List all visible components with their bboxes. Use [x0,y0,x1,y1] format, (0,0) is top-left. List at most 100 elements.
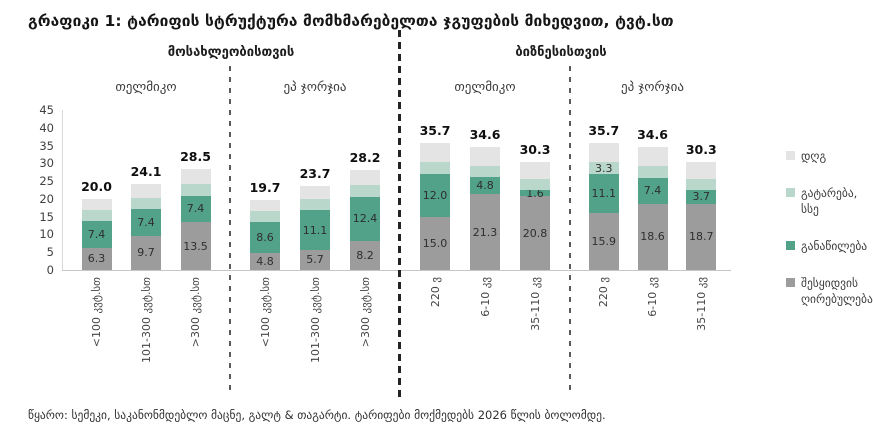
legend-item: განაწილება [786,238,873,254]
bar-segment-label: 18.6 [640,230,665,244]
bar-segment: 6.3 [81,247,112,270]
x-labels-ep-georgia-households: <100 კვტ.სთ 101-300 კვტ.სთ >300 კვტ.სთ [230,277,400,367]
x-category-label: 35-110 კვ [528,277,542,331]
y-tick-label: 30 [39,156,54,171]
bar-segment [686,162,717,179]
bar-segment-label: 5.7 [306,253,324,267]
y-tick-label: 0 [46,263,54,277]
bar-segment: 15.0 [420,216,450,270]
bar-segment: 15.9 [588,213,619,270]
stacked-bar-0-2: 28.5 13.5 7.4 [180,149,211,270]
x-labels-telmico-business: 220 ვ 6-10 კვ 35-110 კვ [400,277,570,367]
y-tick-label: 25 [39,174,54,189]
bar-group-telmico-households: 20.0 6.3 7.4 24.1 9.7 7.4 28.5 13.5 7.4 [62,110,230,270]
bar-segment [637,147,668,166]
bar-segment [588,143,619,163]
section-header-households: მოსახლეობისთვის [167,45,295,60]
stacked-bar-1-1: 23.7 5.7 11.1 [300,166,330,270]
subgroup-divider-dashed [229,66,231,390]
x-label-cell: <100 კვტ.სთ [250,277,280,367]
bar-segment-label: 13.5 [183,239,208,253]
bar-segment: 12.0 [420,174,450,217]
bar-total-label: 24.1 [130,164,162,180]
bar-segment: 7.4 [637,177,668,204]
x-category-label: 220 ვ [428,277,442,308]
legend-label: დღგ [801,149,827,163]
x-category-label: 6-10 კვ [646,277,659,317]
bar-total-label: 23.7 [299,165,331,181]
bar-segment-label: 7.4 [137,215,155,229]
y-tick-label: 5 [46,245,54,260]
x-labels-telmico-households: <100 კვტ.სთ 101-300 კვტ.სთ >300 კვტ.სთ [62,277,230,367]
stacked-bar-2-0: 35.7 15.0 12.0 [420,123,450,270]
x-labels-ep-georgia-business: 220 ვ 6-10 კვ 35-110 კვ [570,277,735,367]
bar-group-ep-georgia-business: 35.7 15.9 11.1 3.3 34.6 18.6 7.4 30.3 18.7 3.7 [570,110,735,270]
bar-total-label: 28.2 [349,149,381,165]
bar-segment [180,168,211,184]
bar-segment: 1.6 [520,188,550,199]
bar-segment [420,143,450,163]
subgroup-label-ep-georgia-business: ეპ ჯორჯია [620,80,685,95]
bar-segment [250,210,280,223]
stacked-bar-2-1: 34.6 21.3 4.8 [470,127,500,270]
y-tick-label: 35 [39,138,54,153]
legend-swatch [786,151,795,160]
bar-segment [637,165,668,178]
subgroup-label-telmico-business: თელმიკო [454,80,516,95]
bar-segment [520,178,550,191]
x-label-cell: 6-10 კვ [470,277,500,367]
x-label-cell: 220 ვ [420,277,450,367]
stacked-bar-0-0: 20.0 6.3 7.4 [81,179,112,270]
x-label-cell: 35-110 კვ [686,277,716,367]
bar-segment [131,197,161,210]
bar-segment [686,178,717,191]
bar-segment-label: 21.3 [472,225,498,239]
bar-segment: 3.7 [686,190,717,204]
bar-segment [131,184,161,198]
bar-segment-label: 3.7 [692,190,711,204]
bar-segment: 13.5 [180,222,211,270]
bar-segment: 11.1 [588,174,619,214]
stacked-bar-1-0: 19.7 4.8 8.6 [250,180,280,270]
subgroup-label-ep-georgia-households: ეპ ჯორჯია [283,80,347,95]
bar-segment-label: 12.0 [422,188,448,202]
bar-segment: 8.2 [350,240,380,270]
stacked-bar-1-2: 28.2 8.2 12.4 [350,150,380,270]
section-header-business: ბიზნესისთვის [515,45,607,60]
bar-segment: 9.7 [131,235,161,270]
bar-total-label: 30.3 [519,142,551,158]
bar-total-label: 20.0 [81,178,112,194]
bar-segment-label: 7.4 [87,227,106,241]
stacked-bar-3-0: 35.7 15.9 11.1 3.3 [588,123,619,270]
bar-segment-label: 3.3 [595,161,613,175]
x-category-label: 220 ვ [597,277,611,308]
x-label-cell: 101-300 კვტ.სთ [300,277,330,367]
y-tick-label: 20 [39,191,54,206]
legend-label: გატარება, სსე [801,186,858,216]
bar-total-label: 35.7 [588,123,620,139]
legend-label: განაწილება [801,239,868,253]
y-tick-label: 45 [39,103,54,117]
x-axis-line [62,270,731,271]
x-category-label: 101-300 კვტ.სთ [139,277,153,363]
bar-total-label: 35.7 [419,123,451,139]
y-tick-label: 15 [39,209,54,224]
y-tick-label: 10 [39,227,54,242]
bar-segment [250,200,280,211]
x-label-cell: 220 ვ [589,277,619,367]
x-category-label: >300 კვტ.სთ [358,277,372,348]
x-label-cell: <100 კვტ.სთ [82,277,112,367]
bar-segment: 21.3 [470,194,500,270]
legend-swatch [786,241,795,250]
bar-segment-label: 11.1 [591,187,617,201]
legend-label: შესყიდვის ღირებულება [801,276,873,306]
bar-segment-label: 7.4 [643,184,662,198]
bar-segment [81,209,112,222]
bar-segment [420,162,450,175]
x-label-cell: >300 კვტ.სთ [350,277,380,367]
bar-segment-label: 8.6 [256,231,274,245]
bar-segment [350,169,380,186]
bar-segment [470,165,500,178]
x-label-cell: 101-300 კვტ.სთ [131,277,161,367]
